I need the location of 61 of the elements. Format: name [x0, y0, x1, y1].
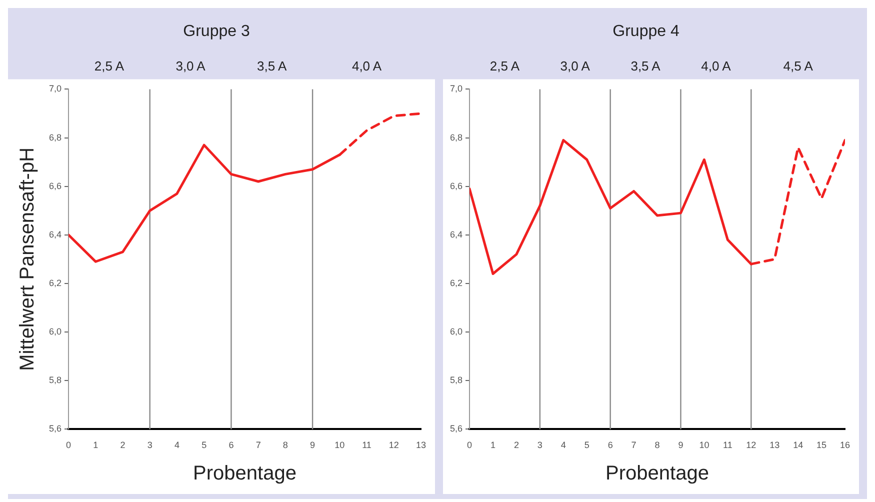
x-tick-label: 10: [334, 440, 345, 450]
y-tick-label: 6,6: [48, 180, 62, 191]
y-tick-label: 6,0: [450, 326, 463, 337]
x-tick-label: 0: [66, 440, 72, 450]
x-tick-label: 2: [120, 440, 126, 450]
x-tick-label: 15: [816, 440, 827, 450]
y-tick-label: 6,2: [450, 278, 463, 288]
x-tick-label: 11: [722, 440, 732, 450]
x-tick-label: 12: [388, 440, 399, 450]
text: 4,0 A: [352, 58, 382, 74]
y-tick-label: 6,2: [48, 278, 62, 288]
text: 2,5 A: [94, 58, 124, 74]
y-tick-label: 6,4: [48, 229, 62, 240]
x-tick-label: 9: [310, 440, 316, 450]
y-tick-label: 7,0: [48, 84, 62, 94]
chart-title: Gruppe 4: [612, 23, 680, 40]
x-tick-label: 4: [560, 440, 566, 450]
text: 3,5 A: [257, 58, 288, 74]
x-tick-label: 3: [537, 440, 542, 450]
x-tick-label: 7: [256, 440, 261, 450]
y-tick-label: 6,0: [48, 326, 62, 337]
x-tick-label: 9: [678, 440, 684, 450]
y-tick-label: 6,8: [450, 132, 463, 142]
x-tick-label: 8: [654, 440, 660, 450]
y-tick-label: 6,6: [450, 180, 463, 191]
x-tick-label: 3: [147, 440, 152, 450]
x-tick-label: 8: [282, 440, 288, 450]
y-tick-label: 5,8: [450, 375, 463, 386]
y-tick-label: 5,6: [450, 424, 463, 434]
y-tick-label: 7,0: [450, 84, 463, 94]
x-axis-title: Probentage: [193, 462, 296, 485]
chart-title: Gruppe 3: [183, 23, 250, 40]
x-axis-title: Probentage: [606, 462, 709, 485]
x-tick-label: 0: [467, 440, 472, 450]
x-tick-label: 11: [362, 440, 372, 450]
text: 4,5 A: [783, 58, 814, 74]
y-tick-label: 5,8: [48, 375, 62, 386]
text: 3,0 A: [560, 58, 590, 74]
y-axis-title: Mittelwert Pansensaft-pH: [16, 147, 39, 371]
y-tick-label: 6,8: [48, 132, 62, 142]
x-tick-label: 10: [699, 440, 710, 450]
x-tick-label: 16: [840, 440, 850, 450]
x-tick-label: 7: [631, 440, 636, 450]
x-tick-label: 5: [584, 440, 590, 450]
text: 4,0 A: [701, 58, 732, 74]
text: 3,0 A: [176, 58, 206, 74]
text: 3,5 A: [630, 58, 661, 74]
text: 2,5 A: [490, 58, 520, 74]
y-tick-label: 6,4: [450, 229, 463, 240]
x-tick-label: 1: [93, 440, 98, 450]
x-tick-label: 12: [746, 440, 756, 450]
x-tick-label: 13: [416, 440, 426, 450]
x-tick-label: 1: [490, 440, 496, 450]
x-tick-label: 6: [608, 440, 613, 450]
x-tick-label: 4: [174, 440, 180, 450]
x-tick-label: 6: [228, 440, 234, 450]
x-tick-label: 5: [202, 440, 207, 450]
x-tick-label: 2: [514, 440, 519, 450]
x-tick-label: 14: [793, 440, 804, 450]
x-tick-label: 13: [770, 440, 780, 450]
y-tick-label: 5,6: [48, 424, 62, 434]
